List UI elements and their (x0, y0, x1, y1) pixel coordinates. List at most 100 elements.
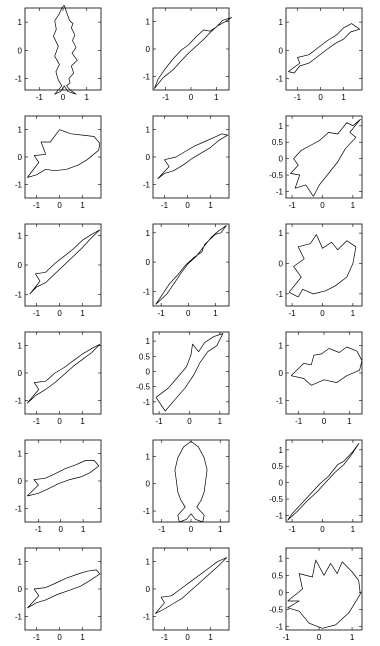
panel-4: -1 0 1 -1 0 1 (15, 115, 102, 210)
x-tick-label: 1 (85, 93, 90, 102)
y-tick-label: 1 (279, 342, 284, 351)
y-tick-label: 1 (18, 126, 23, 135)
shape-outline (288, 23, 361, 74)
shape-outline (290, 118, 361, 197)
x-tick-label: 0 (61, 93, 66, 102)
x-tick-label: -1 (162, 93, 170, 102)
axes-frame (152, 439, 230, 523)
y-tick-label: -1 (15, 75, 23, 84)
x-tick-label: 0 (185, 633, 190, 642)
panel-10: -1 0 1 -1 0 1 (15, 331, 102, 426)
x-tick-label: 0 (320, 201, 325, 210)
y-tick-label: 1 (146, 452, 151, 461)
panel-9: -1 0 1 -1 0 1 (276, 223, 363, 318)
y-tick-label: -1 (15, 180, 23, 189)
x-tick-label: 1 (81, 525, 86, 534)
y-tick-label: -1 (143, 287, 151, 296)
axes-frame (152, 223, 230, 307)
y-tick-label: 0 (279, 155, 284, 164)
y-tick-label: 1 (146, 337, 151, 346)
y-tick-label: -1 (143, 507, 151, 516)
x-tick-label: -1 (161, 201, 169, 210)
panel-7: -1 0 1 -1 0 1 (15, 223, 102, 318)
y-tick-label: -1 (276, 511, 284, 520)
y-tick-label: -1 (15, 504, 23, 513)
x-tick-label: -1 (294, 93, 302, 102)
y-tick-label: -1 (143, 612, 151, 621)
x-tick-label: 0 (57, 309, 62, 318)
x-tick-label: 1 (80, 309, 85, 318)
panel-6: -1 0 1 -1 -0.5 0 0.5 1 (269, 115, 363, 210)
x-tick-label: -1 (33, 309, 41, 318)
panel-18: -1 0 1 -1 -0.5 0 0.5 1 (269, 547, 363, 642)
x-tick-label: -1 (33, 633, 41, 642)
axes-frame (152, 7, 230, 91)
x-tick-label: 0 (189, 93, 194, 102)
y-tick-label: 1 (146, 229, 151, 238)
panel-16: -1 0 1 -1 0 1 (15, 547, 102, 642)
y-tick-label: 0 (146, 45, 151, 54)
x-tick-label: 0 (189, 525, 194, 534)
y-tick-label: 1 (18, 342, 23, 351)
y-tick-label: 0 (18, 369, 23, 378)
x-tick-label: 0 (322, 417, 327, 426)
shape-outline (27, 569, 101, 609)
x-tick-label: -1 (282, 633, 290, 642)
y-tick-label: 0 (18, 46, 23, 55)
y-tick-label: -1 (276, 75, 284, 84)
axes-frame (24, 331, 102, 415)
x-tick-label: -1 (161, 633, 169, 642)
y-tick-label: -1 (15, 396, 23, 405)
y-tick-label: 1 (18, 558, 23, 567)
y-tick-label: 0 (18, 477, 23, 486)
x-tick-label: -1 (158, 525, 166, 534)
y-tick-label: 0 (279, 259, 284, 268)
y-tick-label: 0 (18, 585, 23, 594)
y-tick-label: -0.5 (136, 383, 150, 392)
x-tick-label: 0 (57, 201, 62, 210)
x-tick-label: 1 (214, 93, 219, 102)
shape-outline (155, 333, 224, 412)
shape-outline (287, 559, 361, 629)
y-tick-label: 1 (279, 554, 284, 563)
y-tick-label: -1 (143, 72, 151, 81)
y-tick-label: -1 (276, 187, 284, 196)
y-tick-label: -1 (276, 396, 284, 405)
y-tick-label: 1 (146, 558, 151, 567)
x-tick-label: -1 (156, 417, 164, 426)
y-tick-label: 0 (279, 479, 284, 488)
x-tick-label: -1 (35, 525, 43, 534)
x-tick-label: -1 (36, 93, 44, 102)
axes-frame (24, 439, 102, 523)
x-tick-label: 1 (80, 417, 85, 426)
x-tick-label: 1 (80, 633, 85, 642)
y-tick-label: 1 (18, 450, 23, 459)
x-tick-label: -1 (33, 201, 41, 210)
shape-outline (157, 133, 229, 180)
x-tick-label: 1 (341, 93, 346, 102)
y-tick-label: 0 (279, 369, 284, 378)
x-tick-label: 1 (80, 201, 85, 210)
y-tick-label: -0.5 (269, 606, 283, 615)
x-tick-label: -1 (289, 525, 297, 534)
y-tick-label: 0 (146, 153, 151, 162)
y-tick-label: -1 (15, 612, 23, 621)
panel-5: -1 0 1 -1 0 1 (143, 115, 230, 210)
axes-frame (285, 223, 363, 307)
y-tick-label: 1 (146, 18, 151, 27)
y-tick-label: 1 (18, 18, 23, 27)
panel-1: -1 0 1 -1 0 1 (15, 4, 102, 102)
y-tick-label: -0.5 (269, 495, 283, 504)
x-tick-label: 0 (320, 525, 325, 534)
axes-frame (285, 547, 363, 631)
panel-14: -1 0 1 -1 0 1 (143, 439, 230, 534)
y-tick-label: 1 (279, 18, 284, 27)
x-tick-label: 0 (57, 417, 62, 426)
y-tick-label: 0 (18, 261, 23, 270)
shape-outline (153, 17, 232, 89)
x-tick-label: 0 (57, 633, 62, 642)
x-tick-label: 1 (347, 417, 352, 426)
axes-frame (152, 115, 230, 199)
y-tick-label: 0.5 (272, 462, 284, 471)
